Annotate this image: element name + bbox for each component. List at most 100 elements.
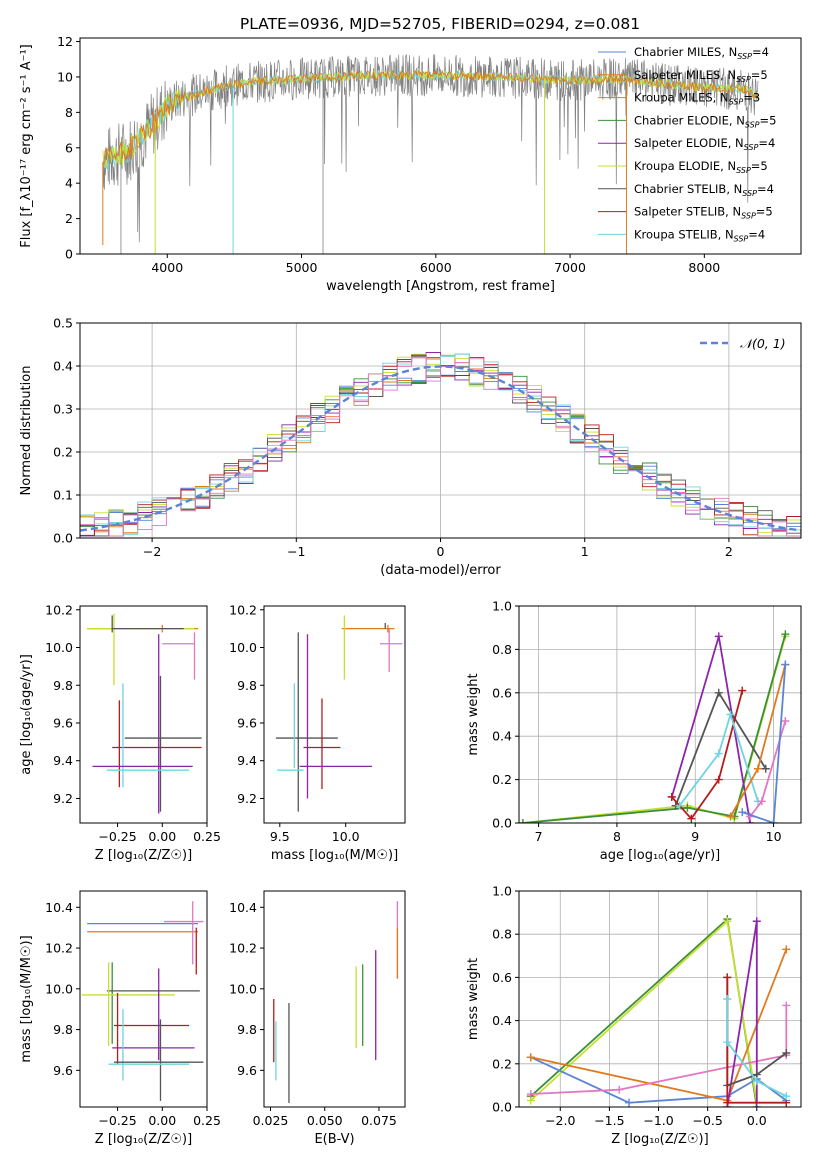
y-axis-label: mass weight [466, 673, 481, 755]
y-tick-label: 1.0 [492, 884, 512, 899]
y-tick-label: 0.5 [53, 316, 73, 331]
y-tick-label: 0.6 [492, 685, 512, 700]
x-tick-label: 0.0 [747, 1113, 767, 1128]
chart-age-weight: 7 8 9 10 0.0 0.2 0.4 0.6 0.8 1.0 age [log₁₀(age/yr… [466, 599, 802, 863]
y-tick-label: 10.2 [45, 941, 73, 956]
weight-marker [723, 995, 732, 1003]
weight-line [530, 919, 758, 1103]
legend-label-n: N [732, 205, 741, 219]
x-axis-label: mass [log₁₀(M/M☉)] [271, 848, 398, 863]
legend-label-n: N [729, 45, 738, 59]
x-axis-label: Z [log₁₀(Z/Z☉)] [95, 1132, 192, 1147]
x-tick-label: −0.5 [692, 1113, 722, 1128]
weight-marker [687, 814, 696, 823]
weight-marker [782, 1049, 791, 1057]
y-tick-label: 9.2 [53, 791, 73, 806]
weight-marker [526, 1090, 535, 1099]
weight-marker [781, 630, 790, 639]
x-axis-label: Z [log₁₀(Z/Z☉)] [611, 1132, 708, 1147]
plot-area [81, 901, 204, 1101]
weight-marker [752, 917, 761, 926]
x-tick-label: 7 [535, 829, 543, 844]
weight-marker [526, 1053, 535, 1062]
axes-frame [518, 890, 802, 1108]
y-tick-label: 0.8 [492, 642, 512, 657]
y-tick-label: 9.6 [53, 715, 73, 730]
chart-spectrum: 4000 5000 6000 7000 8000 0 2 4 6 8 10 12 wavelength … [19, 34, 802, 294]
weight-marker [615, 1085, 624, 1094]
axes-frame [263, 890, 406, 1108]
legend-label-n: N [727, 68, 736, 82]
y-tick-label: 0.4 [492, 729, 512, 744]
x-tick-label: 0.075 [361, 1113, 397, 1128]
y-tick-label: 0.0 [53, 531, 73, 546]
weight-marker [714, 749, 723, 758]
y-tick-label: 9.2 [237, 791, 257, 806]
legend-label-count: =4 [748, 227, 765, 241]
y-tick-label: 4 [65, 176, 73, 191]
y-axis-label: age [log₁₀(age/yr)] [19, 654, 34, 775]
y-tick-label: 0.2 [492, 1056, 512, 1071]
legend-label-sub: SSP [734, 234, 749, 243]
legend-label: Salpeter ELODIE, NSSP=4 [634, 136, 775, 152]
weight-marker [714, 632, 723, 641]
residual-histogram [80, 353, 801, 537]
weight-marker [726, 812, 735, 821]
weight-marker [675, 801, 684, 810]
legend-label: Chabrier ELODIE, NSSP=5 [634, 113, 776, 129]
x-tick-label: −1 [287, 544, 305, 559]
y-tick-label: 10.0 [229, 981, 257, 996]
weight-line [530, 1005, 788, 1095]
weight-marker [769, 819, 778, 823]
chart-layer: 4000 5000 6000 7000 8000024681012wavelength … [19, 34, 802, 1147]
weight-marker [782, 1001, 791, 1010]
weight-marker [726, 710, 735, 719]
x-tick-label: 9.5 [270, 829, 290, 844]
x-tick-label: 0.25 [193, 829, 221, 844]
legend-label-n: N [735, 136, 744, 150]
weight-marker [752, 1077, 761, 1086]
y-tick-label: 0.8 [492, 927, 512, 942]
y-tick-label: 10.0 [229, 640, 257, 655]
legend-label-sub: SSP [736, 166, 751, 175]
weight-line [530, 917, 758, 1107]
legend-label-sub: SSP [736, 75, 751, 84]
legend-label-count: =5 [760, 113, 777, 127]
weight-marker [519, 819, 527, 823]
x-axis-label: (data-model)/error [380, 563, 501, 578]
y-tick-label: 0.6 [492, 970, 512, 985]
y-axis-label: mass weight [466, 958, 481, 1040]
normal-curve [80, 365, 801, 532]
legend-label: Salpeter STELIB, NSSP=5 [634, 205, 773, 221]
y-tick-label: 0.0 [492, 816, 512, 831]
legend-label-count: =3 [743, 91, 760, 105]
weight-marker [738, 808, 747, 817]
y-tick-label: 0.0 [492, 1100, 512, 1115]
y-tick-label: 1.0 [492, 599, 512, 614]
weight-marker [723, 1038, 732, 1047]
legend-label-n: N [725, 227, 734, 241]
legend: 𝒩(0, 1) [700, 336, 786, 351]
x-tick-label: 0.025 [253, 1113, 289, 1128]
axes-frame [518, 605, 802, 824]
plot-area [526, 915, 791, 1107]
y-tick-label: 9.4 [53, 753, 73, 768]
weight-marker [714, 775, 723, 784]
model-spectrum [102, 69, 759, 166]
x-tick-label: −1.0 [643, 1113, 673, 1128]
y-tick-label: 2 [65, 211, 73, 226]
legend-label-n: N [720, 91, 729, 105]
weight-marker [781, 660, 790, 669]
legend-label: Chabrier MILES, NSSP=4 [634, 45, 769, 61]
x-tick-label: 0.25 [193, 1113, 221, 1128]
y-tick-label: 6 [65, 140, 73, 155]
y-tick-label: 0.4 [492, 1013, 512, 1028]
legend-label: Salpeter MILES, NSSP=5 [634, 68, 768, 84]
weight-marker [667, 792, 676, 801]
weight-line [670, 636, 751, 823]
y-tick-label: 0.2 [53, 445, 73, 460]
x-axis-label: Z [log₁₀(Z/Z☉)] [95, 848, 192, 863]
legend-label-sub: SSP [741, 212, 756, 221]
x-tick-label: 0.050 [307, 1113, 343, 1128]
legend-label-count: =5 [751, 159, 768, 173]
